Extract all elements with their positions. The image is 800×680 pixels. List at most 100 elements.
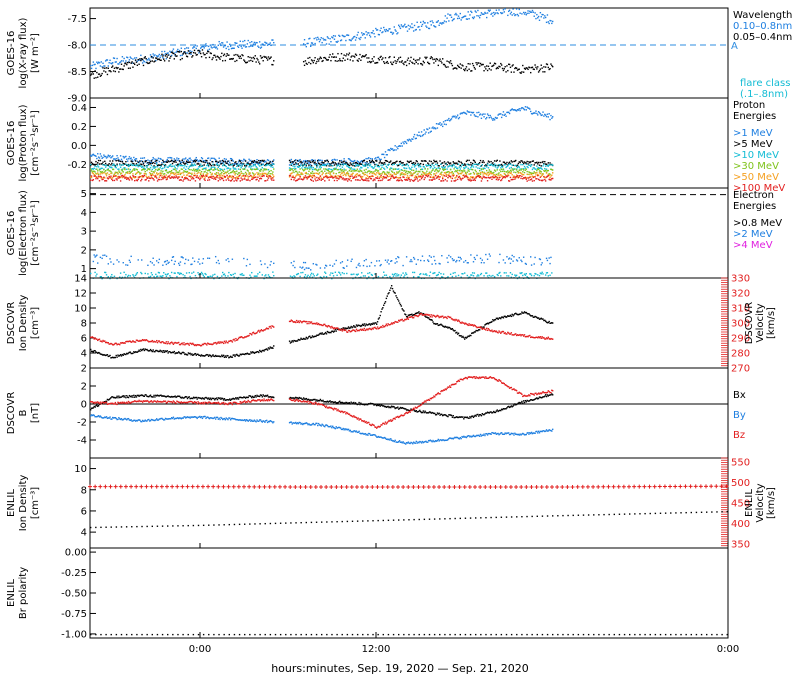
data-point-xray bbox=[111, 63, 113, 65]
data-point-xray bbox=[153, 55, 155, 57]
data-point-proton bbox=[177, 159, 179, 161]
data-point-electron bbox=[546, 271, 549, 274]
data-point-xray bbox=[308, 61, 310, 64]
data-point-proton bbox=[412, 138, 414, 140]
data-point-electron bbox=[302, 266, 304, 268]
data-point-proton bbox=[160, 178, 162, 181]
data-point-xray bbox=[318, 58, 321, 60]
data-point-xray bbox=[421, 64, 424, 66]
data-point-proton bbox=[533, 167, 535, 169]
data-point-xray bbox=[177, 48, 179, 51]
data-point-xray bbox=[249, 41, 251, 44]
data-point-xray bbox=[140, 59, 142, 62]
data-point-electron bbox=[404, 274, 406, 276]
data-point-proton bbox=[386, 167, 388, 169]
right-tick-label: 270 bbox=[731, 364, 750, 375]
data-point-proton bbox=[385, 173, 388, 176]
data-point-proton bbox=[207, 162, 209, 164]
data-point-proton bbox=[354, 179, 357, 181]
data-point-proton bbox=[92, 163, 95, 166]
data-point-proton bbox=[448, 117, 450, 120]
data-point-proton bbox=[222, 174, 224, 177]
data-point-proton bbox=[354, 165, 357, 167]
data-point-proton bbox=[265, 179, 267, 182]
data-point-xray bbox=[545, 21, 548, 24]
data-point-proton bbox=[211, 177, 213, 179]
data-point-proton bbox=[495, 160, 498, 162]
data-point-xray bbox=[531, 66, 534, 68]
data-point-electron bbox=[470, 254, 472, 256]
data-point-proton bbox=[349, 177, 351, 179]
data-point-proton bbox=[385, 160, 388, 162]
data-point-proton bbox=[385, 177, 388, 179]
data-point-proton bbox=[252, 165, 255, 167]
data-point-proton bbox=[240, 166, 242, 169]
data-point-electron bbox=[343, 272, 345, 275]
data-point-dscovr-density bbox=[192, 354, 195, 356]
data-point-electron bbox=[165, 263, 168, 266]
data-point-proton bbox=[356, 173, 359, 175]
data-point-proton bbox=[517, 109, 520, 111]
data-point-electron bbox=[518, 257, 520, 259]
data-point-proton bbox=[235, 168, 237, 170]
data-point-electron bbox=[485, 253, 487, 256]
data-point-electron bbox=[148, 276, 150, 278]
data-point-dscovr-density bbox=[97, 351, 100, 354]
data-point-xray bbox=[391, 63, 394, 66]
data-point-electron bbox=[192, 271, 195, 273]
data-point-proton bbox=[422, 134, 425, 136]
data-point-proton bbox=[165, 169, 168, 171]
data-point-proton bbox=[97, 175, 100, 177]
data-point-proton bbox=[90, 164, 92, 167]
data-point-proton bbox=[436, 176, 439, 178]
data-point-proton bbox=[307, 160, 309, 162]
data-point-dscovr-density bbox=[103, 353, 105, 356]
data-point-electron bbox=[362, 264, 365, 267]
data-point-proton bbox=[188, 157, 190, 160]
data-point-xray bbox=[336, 41, 338, 44]
data-point-proton bbox=[487, 171, 490, 173]
data-point-proton bbox=[316, 176, 318, 179]
data-point-xray bbox=[398, 24, 400, 26]
data-point-proton bbox=[242, 174, 244, 177]
data-point-proton bbox=[434, 170, 436, 172]
data-point-dscovr-density bbox=[266, 348, 268, 350]
data-point-electron bbox=[94, 271, 96, 274]
data-point-xray bbox=[330, 59, 332, 62]
data-point-xray bbox=[164, 53, 167, 55]
data-point-proton bbox=[250, 163, 252, 165]
data-point-proton bbox=[115, 174, 117, 177]
data-point-dscovr-density bbox=[320, 333, 322, 335]
data-point-dscovr-density bbox=[302, 338, 304, 341]
data-point-xray bbox=[159, 59, 161, 61]
data-point-xray bbox=[209, 52, 212, 54]
data-point-proton bbox=[441, 166, 443, 168]
data-point-xray bbox=[148, 62, 150, 65]
data-point-xray bbox=[396, 60, 398, 63]
data-point-proton bbox=[193, 172, 196, 174]
data-point-dscovr-density bbox=[289, 342, 292, 344]
data-point-xray bbox=[362, 33, 365, 35]
data-point-dscovr-density bbox=[187, 352, 190, 354]
data-point-proton bbox=[472, 179, 475, 181]
data-point-xray bbox=[226, 53, 228, 55]
data-point-proton bbox=[228, 179, 230, 181]
data-point-dscovr-density bbox=[200, 355, 202, 357]
data-point-xray bbox=[442, 22, 444, 24]
data-point-electron bbox=[255, 275, 257, 277]
data-point-proton bbox=[99, 173, 102, 175]
data-point-proton bbox=[269, 164, 271, 167]
data-point-proton bbox=[126, 164, 129, 166]
data-point-xray bbox=[498, 65, 500, 68]
data-point-xray bbox=[169, 57, 171, 59]
data-point-proton bbox=[533, 179, 535, 182]
data-point-dscovr-density bbox=[264, 349, 266, 351]
data-point-proton bbox=[438, 167, 440, 169]
data-point-proton bbox=[266, 175, 268, 177]
data-point-proton bbox=[214, 178, 217, 181]
data-point-proton bbox=[407, 165, 410, 167]
data-point-xray bbox=[415, 28, 417, 31]
data-point-proton bbox=[520, 169, 522, 171]
data-point-electron bbox=[119, 276, 121, 278]
data-point-proton bbox=[272, 171, 274, 173]
